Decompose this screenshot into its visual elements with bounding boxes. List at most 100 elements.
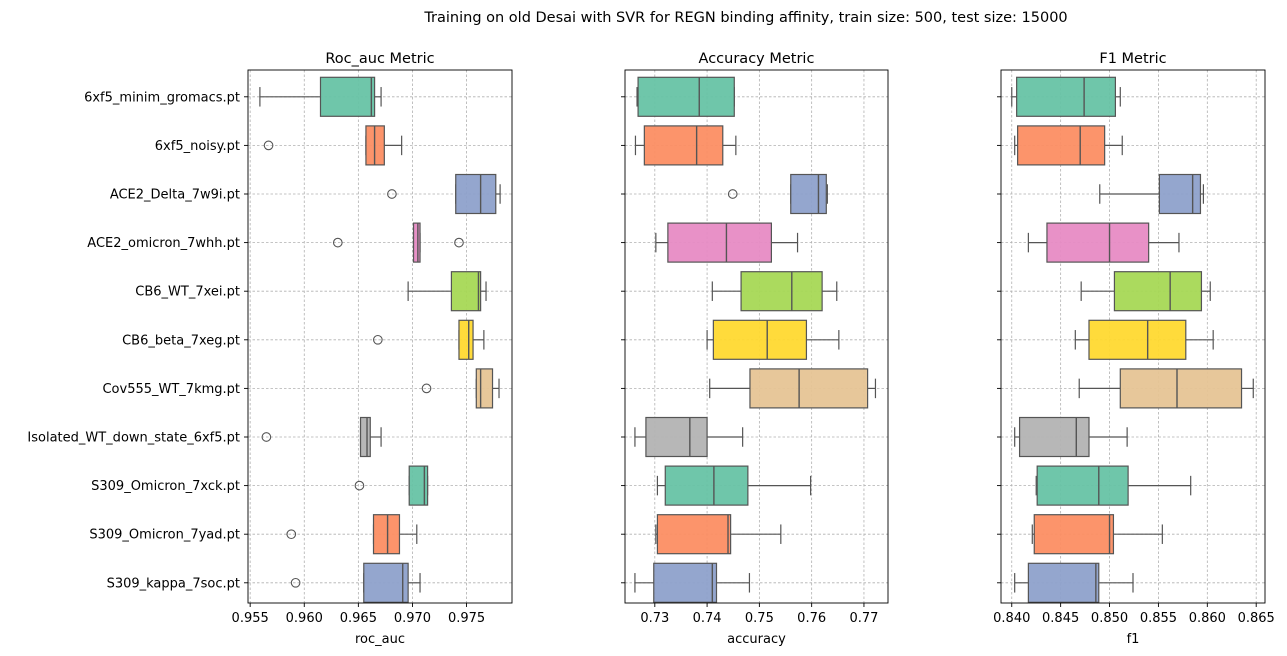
- iqr-box-cb6-beta-7xeg: [1088, 319, 1187, 360]
- iqr-box-ace2-delta-7w9i: [790, 173, 827, 215]
- iqr-box-cb6-wt-7xei: [740, 271, 823, 312]
- box-s309-omicron-7yad: [286, 514, 418, 555]
- iqr-box-cb6-wt-7xei: [450, 271, 482, 312]
- panel-title-accuracy: Accuracy Metric: [699, 51, 815, 67]
- box-s309-omicron-7xck: [656, 465, 812, 506]
- iqr-box-isolated-wt-down-state-6xf5: [645, 416, 708, 458]
- x-tick-label-1: 0.74: [693, 611, 722, 626]
- panel-title-f1: F1 Metric: [1099, 51, 1166, 67]
- iqr-box-cov555-wt-7kmg: [749, 368, 869, 409]
- x-tick-label-1: 0.960: [286, 611, 323, 626]
- y-tick-label-s309-kappa-7soc: S309_kappa_7soc.pt: [107, 576, 240, 591]
- x-tick-label-0: 0.840: [993, 611, 1030, 626]
- iqr-box-ace2-omicron-7whh: [412, 222, 421, 263]
- box-6xf5-minim-gromacs: [259, 76, 382, 117]
- y-tick-label-ace2-omicron-7whh: ACE2_omicron_7whh.pt: [87, 236, 240, 251]
- outlier-isolated-wt-down-state-6xf5-0: [261, 432, 272, 442]
- x-tick-label-0: 0.73: [640, 611, 669, 626]
- box-cb6-wt-7xei: [1080, 271, 1211, 312]
- iqr-box-cb6-beta-7xeg: [458, 319, 474, 360]
- iqr-box-s309-kappa-7soc: [653, 562, 718, 603]
- iqr-box-s309-omicron-7yad: [372, 514, 401, 555]
- x-tick-label-0: 0.955: [232, 611, 269, 626]
- outlier-ace2-delta-7w9i-0: [727, 189, 738, 199]
- iqr-box-cb6-wt-7xei: [1113, 271, 1203, 312]
- y-tick-label-cov555-wt-7kmg: Cov555_WT_7kmg.pt: [102, 382, 240, 397]
- iqr-box-cb6-beta-7xeg: [712, 319, 808, 360]
- iqr-box-ace2-delta-7w9i: [455, 173, 497, 215]
- x-tick-label-1: 0.845: [1042, 611, 1079, 626]
- y-tick-label-cb6-beta-7xeg: CB6_beta_7xeg.pt: [122, 333, 240, 348]
- box-s309-kappa-7soc: [634, 562, 751, 603]
- iqr-box-s309-omicron-7xck: [664, 465, 749, 506]
- panel-title-roc-auc: Roc_auc Metric: [325, 51, 434, 67]
- iqr-box-isolated-wt-down-state-6xf5: [359, 416, 371, 458]
- outlier-s309-omicron-7xck-0: [354, 480, 365, 491]
- panel-accuracy: Accuracy Metric accuracy 0.73 0.74 0.75 0.7…: [621, 51, 889, 647]
- iqr-box-cov555-wt-7kmg: [475, 368, 494, 409]
- y-tick-label-6xf5-minim-gromacs: 6xf5_minim_gromacs.pt: [84, 90, 240, 105]
- iqr-box-s309-kappa-7soc: [363, 562, 409, 603]
- box-6xf5-noisy: [1014, 125, 1123, 166]
- box-s309-kappa-7soc: [1014, 562, 1134, 603]
- box-cb6-beta-7xeg: [1074, 319, 1214, 360]
- panel-f1: F1 Metric f1 0.840 0.845 0.850 0.855 0.860 0.…: [993, 51, 1275, 647]
- box-ace2-omicron-7whh: [655, 222, 799, 263]
- iqr-box-6xf5-minim-gromacs: [319, 76, 376, 117]
- figure-suptitle: Training on old Desai with SVR for REGN …: [423, 10, 1067, 26]
- box-cov555-wt-7kmg: [1078, 368, 1254, 409]
- x-tick-label-4: 0.975: [448, 611, 485, 626]
- box-cb6-wt-7xei: [407, 271, 487, 312]
- box-s309-omicron-7yad: [1031, 514, 1163, 555]
- iqr-box-s309-omicron-7xck: [1036, 465, 1129, 506]
- iqr-box-6xf5-noisy: [1017, 125, 1106, 166]
- outlier-s309-omicron-7yad-0: [286, 529, 297, 540]
- iqr-box-s309-omicron-7xck: [408, 465, 429, 506]
- box-isolated-wt-down-state-6xf5: [1014, 416, 1128, 458]
- iqr-box-s309-omicron-7yad: [656, 514, 732, 555]
- iqr-box-6xf5-minim-gromacs: [1016, 76, 1117, 117]
- box-ace2-delta-7w9i: [1099, 173, 1205, 215]
- x-tick-label-3: 0.855: [1140, 611, 1177, 626]
- box-ace2-delta-7w9i: [387, 173, 501, 215]
- box-cov555-wt-7kmg: [709, 368, 877, 409]
- x-axis-label-accuracy: accuracy: [727, 632, 786, 647]
- iqr-box-cov555-wt-7kmg: [1119, 368, 1243, 409]
- y-tick-label-6xf5-noisy: 6xf5_noisy.pt: [155, 139, 240, 154]
- box-ace2-omicron-7whh: [332, 222, 464, 263]
- x-axis-label-roc-auc: roc_auc: [355, 632, 405, 647]
- iqr-box-isolated-wt-down-state-6xf5: [1018, 416, 1090, 458]
- x-axis-label-f1: f1: [1127, 632, 1140, 647]
- box-ace2-delta-7w9i: [727, 173, 828, 215]
- y-tick-label-s309-omicron-7xck: S309_Omicron_7xck.pt: [91, 479, 240, 494]
- box-6xf5-noisy: [263, 125, 403, 166]
- panel-roc-auc: Roc_auc Metric roc_auc 0.955 0.960 0.965 0.…: [27, 51, 513, 647]
- box-cb6-beta-7xeg: [372, 319, 485, 360]
- iqr-box-6xf5-noisy: [643, 125, 724, 166]
- y-tick-label-s309-omicron-7yad: S309_Omicron_7yad.pt: [89, 528, 240, 543]
- iqr-box-ace2-omicron-7whh: [667, 222, 773, 263]
- x-tick-label-4: 0.860: [1189, 611, 1226, 626]
- axes-frame: [624, 69, 889, 604]
- outlier-6xf5-noisy-0: [263, 140, 274, 151]
- iqr-box-s309-kappa-7soc: [1027, 562, 1100, 603]
- box-ace2-omicron-7whh: [1027, 222, 1180, 263]
- outlier-cb6-beta-7xeg-0: [372, 334, 383, 345]
- outlier-ace2-delta-7w9i-0: [387, 189, 397, 199]
- box-isolated-wt-down-state-6xf5: [261, 416, 382, 458]
- axes-frame: [247, 69, 513, 604]
- x-tick-label-5: 0.865: [1238, 611, 1275, 626]
- box-cb6-beta-7xeg: [706, 319, 840, 360]
- axes-frame: [1000, 69, 1266, 604]
- x-tick-label-2: 0.850: [1091, 611, 1128, 626]
- box-cov555-wt-7kmg: [421, 368, 500, 409]
- box-6xf5-noisy: [634, 125, 737, 166]
- box-s309-omicron-7xck: [354, 465, 429, 506]
- outlier-ace2-omicron-7whh-0: [332, 237, 343, 248]
- outlier-s309-kappa-7soc-0: [290, 577, 301, 588]
- x-tick-label-4: 0.77: [849, 611, 878, 626]
- iqr-box-s309-omicron-7yad: [1033, 514, 1115, 555]
- box-6xf5-minim-gromacs: [636, 76, 735, 117]
- box-s309-kappa-7soc: [290, 562, 421, 603]
- box-cb6-wt-7xei: [711, 271, 838, 312]
